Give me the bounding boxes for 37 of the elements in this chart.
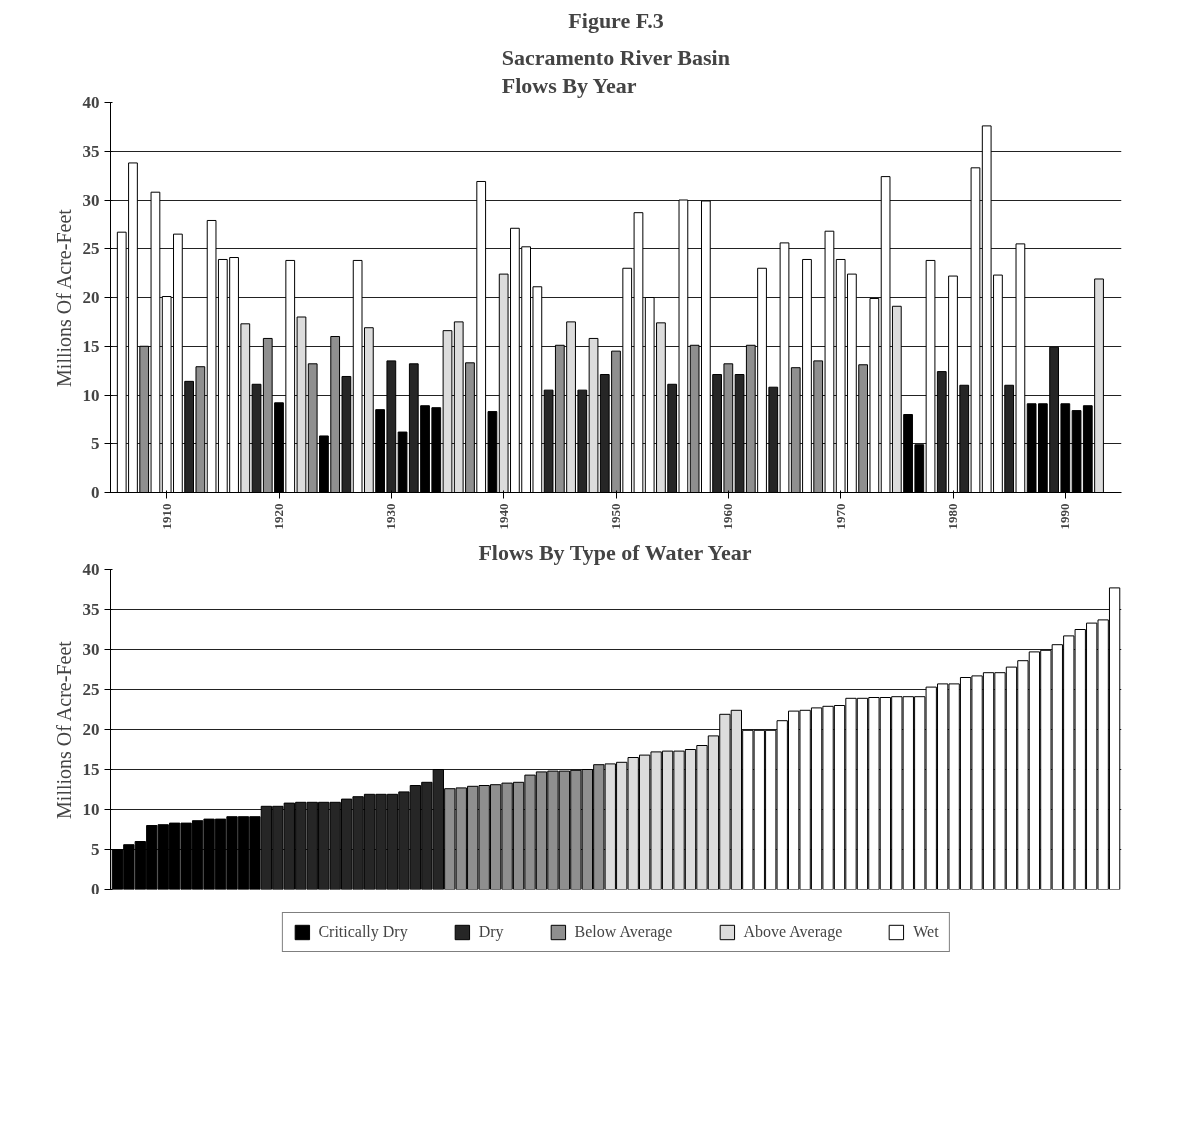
- y-tick-label: 25: [82, 239, 100, 259]
- y-tick-label: 20: [82, 288, 100, 307]
- y-tick-label: 30: [82, 640, 100, 659]
- y-tick-label: 25: [82, 680, 100, 699]
- y-axis-title: Millions Of Acre-Feet: [52, 208, 75, 387]
- legend-label: Critically Dry: [318, 922, 408, 941]
- x-tick-label: 1930: [383, 503, 399, 530]
- y-tick-label: 5: [91, 840, 100, 859]
- y-tick-label: 0: [91, 483, 100, 502]
- x-tick-label: 1960: [720, 503, 736, 530]
- y-tick-label: 10: [82, 385, 100, 405]
- legend-label: Dry: [478, 922, 504, 941]
- y-tick-label: 10: [82, 800, 100, 819]
- y-tick-label: 15: [82, 336, 100, 356]
- x-tick-label: 1980: [945, 503, 960, 530]
- y-tick-label: 15: [82, 760, 100, 779]
- chart-subtitle: Sacramento River Basin Flows By Year: [501, 45, 730, 98]
- x-tick-label: 1940: [495, 503, 511, 530]
- chart-title: Figure F.3: [568, 7, 664, 33]
- x-tick-label: 1990: [1057, 503, 1073, 530]
- x-tick-label: 1910: [158, 503, 174, 530]
- x-tick-label: 1920: [271, 503, 286, 530]
- y-tick-label: 20: [82, 720, 100, 739]
- y-tick-label: 40: [82, 560, 100, 579]
- legend-label: Wet: [913, 922, 939, 941]
- y-tick-label: 40: [82, 93, 100, 112]
- y-tick-label: 5: [91, 434, 100, 454]
- y-tick-label: 35: [82, 141, 100, 161]
- y-tick-label: 30: [82, 190, 100, 210]
- x-tick-label: 1950: [608, 503, 623, 530]
- y-tick-label: 35: [82, 600, 100, 619]
- x-tick-label: 1970: [832, 503, 848, 530]
- chart-title: Flows By Type of Water Year: [478, 539, 752, 565]
- legend-label: Below Average: [574, 922, 673, 941]
- legend-label: Above Average: [743, 922, 843, 941]
- y-tick-label: 0: [91, 879, 100, 899]
- y-axis-title: Millions Of Acre-Feet: [52, 640, 75, 819]
